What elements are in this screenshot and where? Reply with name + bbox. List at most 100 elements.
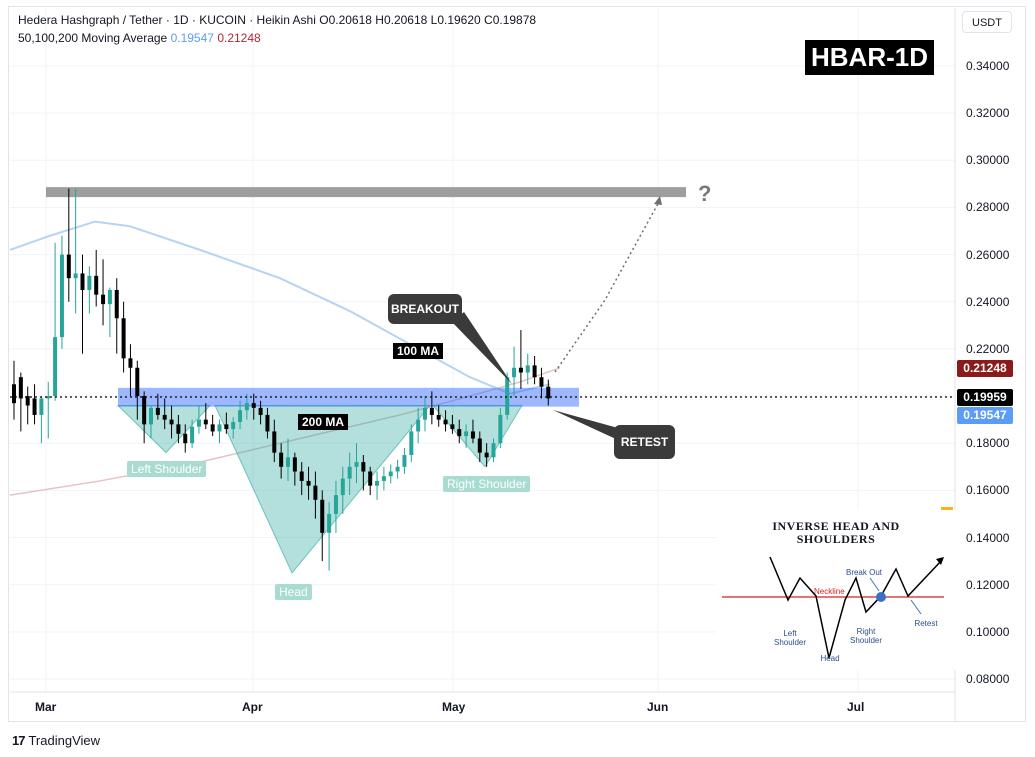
inset-left-shoulder-label: Left Shoulder xyxy=(773,629,807,647)
candle-body xyxy=(32,398,37,415)
candle-body xyxy=(327,513,332,533)
candle-body xyxy=(135,367,140,397)
tradingview-logo[interactable]: 17 TradingView xyxy=(12,733,100,748)
tradingview-mark-icon: 17 xyxy=(12,733,26,748)
left-shoulder-label: Left Shoulder xyxy=(127,461,207,477)
candle-body xyxy=(66,254,71,279)
candle-body xyxy=(73,273,78,279)
candle-body xyxy=(532,365,537,378)
last-price-tag: 0.19959 xyxy=(957,389,1013,406)
inset-neckline-label: Neckline xyxy=(814,587,845,596)
y-tick-label: 0.28000 xyxy=(966,200,1010,215)
inset-breakout-label: Break Out xyxy=(845,568,882,577)
candle-body xyxy=(512,367,517,378)
candle-body xyxy=(39,398,44,415)
ma100-price-tag: 0.19547 xyxy=(957,407,1013,424)
candle-body xyxy=(25,396,30,406)
moving-averages xyxy=(9,220,561,496)
candle-body xyxy=(12,384,16,404)
y-tick-label: 0.16000 xyxy=(966,483,1010,498)
symbol-info: Hedera Hashgraph / Tether · 1D · KUCOIN … xyxy=(18,13,537,27)
y-tick-label: 0.30000 xyxy=(966,153,1010,168)
candle-body xyxy=(320,499,325,533)
candlesticks xyxy=(12,188,551,571)
candle-body xyxy=(169,419,174,425)
inset-diagram xyxy=(722,556,944,659)
candle-body xyxy=(149,407,153,425)
symbol-legend[interactable]: Hedera Hashgraph / Tether · 1D · KUCOIN … xyxy=(18,13,536,27)
candle-body xyxy=(299,471,304,481)
candle-body xyxy=(347,466,352,479)
right-shoulder-label: Right Shoulder xyxy=(443,476,531,492)
candle-body xyxy=(546,386,551,399)
candle-body xyxy=(429,407,434,415)
candle-body xyxy=(484,452,489,458)
ma-legend[interactable]: 50,100,200 Moving Average 0.19547 0.2124… xyxy=(18,31,261,45)
candle-body xyxy=(183,433,188,444)
breakout-pointer xyxy=(452,312,512,384)
candle-body xyxy=(251,403,256,408)
candle-body xyxy=(18,377,23,399)
currency-button[interactable]: USDT xyxy=(962,11,1012,33)
candle-body xyxy=(525,365,530,373)
candle-body xyxy=(176,424,181,434)
candle-body xyxy=(464,431,469,437)
candle-body xyxy=(265,414,270,432)
head-zone xyxy=(214,404,432,574)
candle-body xyxy=(203,419,208,425)
ma200-price-tag: 0.21248 xyxy=(957,360,1013,377)
candle-body xyxy=(196,419,201,427)
candle-body xyxy=(505,377,510,415)
candle-body xyxy=(101,294,106,305)
candle-body xyxy=(114,289,119,319)
candle-body xyxy=(128,358,133,368)
candle-body xyxy=(498,414,503,444)
candle-body xyxy=(53,337,58,397)
candle-body xyxy=(477,438,482,453)
candle-body xyxy=(402,455,407,467)
candle-body xyxy=(375,480,380,486)
candle-body xyxy=(224,424,229,430)
candle-body xyxy=(313,485,318,500)
candle-body xyxy=(470,431,475,439)
candle-body xyxy=(423,407,427,420)
candle-body xyxy=(210,424,215,432)
candle-body xyxy=(121,318,126,359)
candle-body xyxy=(368,471,373,486)
breakout-callout: BREAKOUT xyxy=(388,294,462,324)
x-tick-label: May xyxy=(442,700,466,714)
candle-body xyxy=(306,480,311,486)
y-tick-label: 0.18000 xyxy=(966,436,1010,451)
candle-body xyxy=(258,407,263,415)
candle-body xyxy=(155,407,160,415)
candle-body xyxy=(142,396,147,425)
question-mark: ? xyxy=(698,181,712,206)
y-tick-label: 0.10000 xyxy=(966,624,1010,639)
candle-body xyxy=(286,457,290,467)
y-tick-label: 0.26000 xyxy=(966,247,1010,262)
inset-title-line2: SHOULDERS xyxy=(796,532,876,546)
candle-body xyxy=(279,452,284,467)
y-tick-label: 0.34000 xyxy=(966,58,1010,73)
candle-body xyxy=(518,367,523,373)
inset-pattern-line xyxy=(769,556,943,659)
ma200-line xyxy=(9,367,561,496)
inset-arrow-icon xyxy=(936,557,944,565)
candle-body xyxy=(238,410,243,422)
candle-body xyxy=(333,495,338,514)
ma200-label: 200 MA xyxy=(298,414,349,430)
candle-body xyxy=(272,431,277,453)
candle-body xyxy=(231,421,236,430)
candle-body xyxy=(80,273,85,290)
inverse-head-shoulders-inset: INVERSE HEAD AND SHOULDERS Neckline Brea… xyxy=(716,510,956,670)
x-tick-label: Apr xyxy=(242,700,263,714)
inset-head-label: Head xyxy=(820,654,840,663)
ma-legend-label: 50,100,200 Moving Average xyxy=(18,31,168,45)
candle-body xyxy=(59,254,64,338)
pattern-overlays xyxy=(46,187,686,574)
projection-arrow-icon xyxy=(654,196,662,205)
inset-retest-label: Retest xyxy=(914,619,938,628)
candle-body xyxy=(457,429,462,437)
y-tick-label: 0.08000 xyxy=(966,672,1010,686)
